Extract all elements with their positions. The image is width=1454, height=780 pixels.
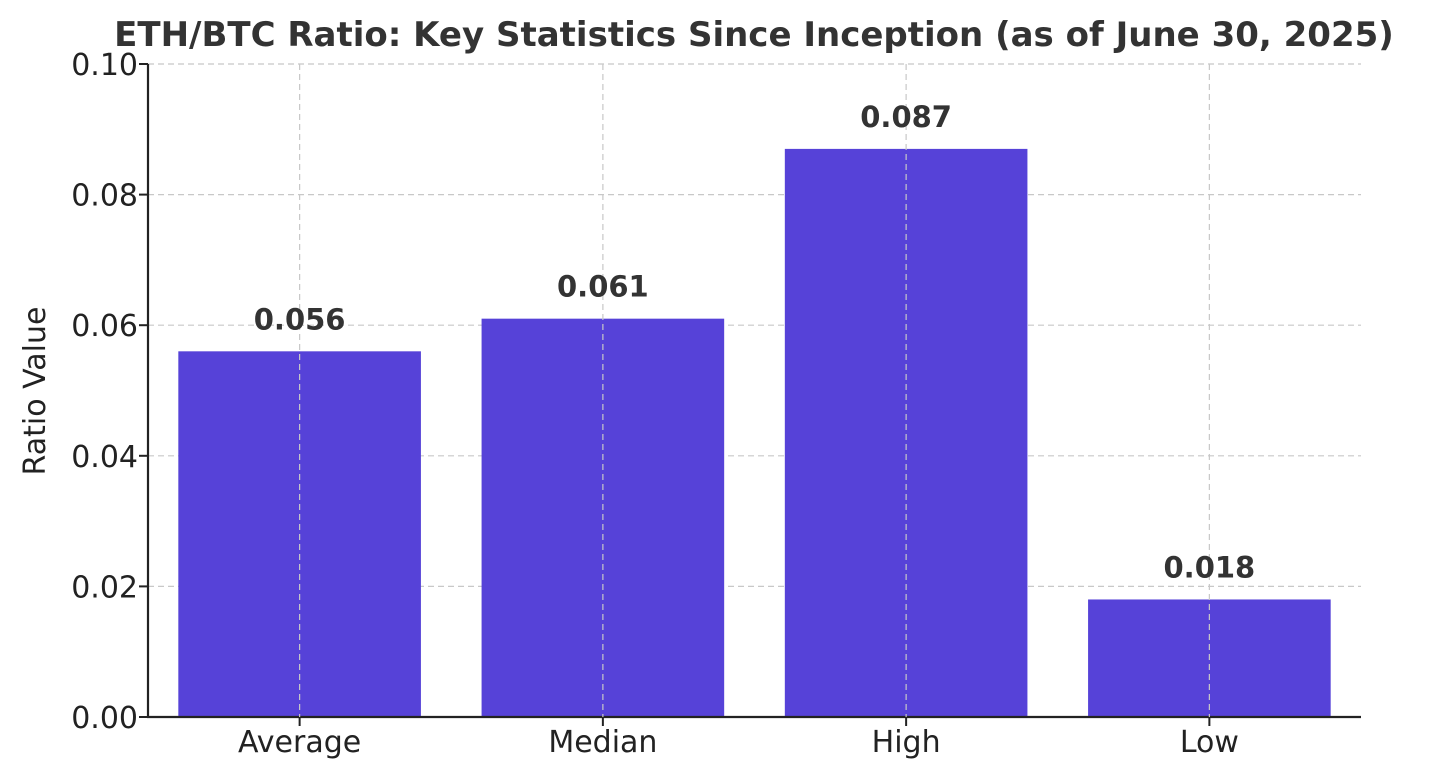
y-tick-label: 0.02: [71, 570, 138, 605]
y-tick-label: 0.00: [71, 701, 138, 736]
y-tick-label: 0.04: [71, 440, 138, 475]
bar-value-label: 0.087: [860, 100, 952, 134]
y-tick-label: 0.08: [71, 179, 138, 214]
chart-title: ETH/BTC Ratio: Key Statistics Since Ince…: [114, 15, 1394, 55]
bar-value-label: 0.056: [254, 302, 346, 336]
y-tick-label: 0.10: [71, 48, 138, 83]
axes: 0.00 0.02 0.04 0.06 0.08 0.10 Average Median Hig…: [71, 48, 1361, 760]
bars: [178, 148, 1331, 717]
x-tick-label: Low: [1180, 725, 1239, 760]
x-tick-label: Average: [238, 725, 361, 760]
bar-high: [784, 148, 1028, 717]
bar-value-label: 0.061: [557, 270, 649, 304]
y-axis-label: Ratio Value: [18, 307, 53, 476]
y-tick-label: 0.06: [71, 309, 138, 344]
x-tick-label: Median: [548, 725, 657, 760]
bar-value-label: 0.018: [1164, 550, 1256, 584]
labels: 0.056 0.061 0.087 0.018: [254, 64, 1255, 717]
x-tick-label: High: [872, 725, 941, 760]
